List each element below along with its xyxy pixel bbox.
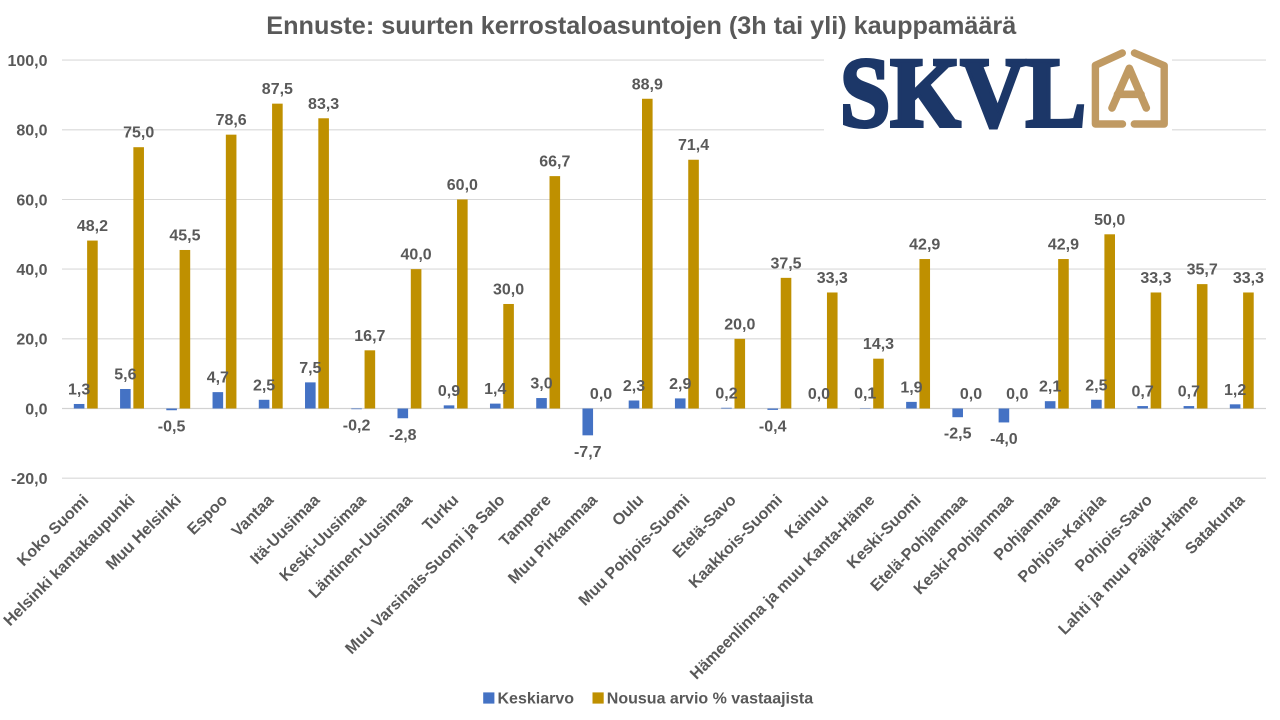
svg-text:48,2: 48,2 [77, 218, 108, 235]
svg-text:20,0: 20,0 [16, 332, 47, 349]
svg-text:1,4: 1,4 [484, 381, 506, 398]
svg-text:1,2: 1,2 [1224, 382, 1246, 399]
svg-text:40,0: 40,0 [401, 247, 432, 264]
svg-text:100,0: 100,0 [7, 53, 47, 70]
svg-text:-0,4: -0,4 [759, 418, 787, 435]
svg-text:4,7: 4,7 [207, 370, 229, 387]
svg-text:0,7: 0,7 [1132, 384, 1154, 401]
svg-text:1,9: 1,9 [900, 379, 922, 396]
svg-text:Ennuste: suurten kerrostaloasu: Ennuste: suurten kerrostaloasuntojen (3h… [266, 12, 1016, 40]
svg-text:0,1: 0,1 [854, 386, 876, 403]
svg-text:16,7: 16,7 [354, 328, 385, 345]
svg-text:88,9: 88,9 [632, 76, 663, 93]
svg-text:0,9: 0,9 [438, 383, 460, 400]
svg-text:1,3: 1,3 [68, 381, 90, 398]
svg-text:87,5: 87,5 [262, 81, 293, 98]
svg-text:3,0: 3,0 [530, 376, 552, 393]
svg-text:2,3: 2,3 [623, 378, 645, 395]
svg-text:2,5: 2,5 [253, 377, 275, 394]
svg-text:-2,5: -2,5 [944, 426, 972, 443]
svg-text:71,4: 71,4 [678, 137, 709, 154]
svg-text:45,5: 45,5 [169, 227, 200, 244]
svg-text:2,1: 2,1 [1039, 379, 1061, 396]
svg-text:-20,0: -20,0 [11, 471, 48, 488]
svg-text:14,3: 14,3 [863, 336, 894, 353]
svg-text:60,0: 60,0 [16, 192, 47, 209]
svg-text:-4,0: -4,0 [990, 431, 1018, 448]
svg-text:37,5: 37,5 [770, 255, 801, 272]
svg-text:Nousua arvio % vastaajista: Nousua arvio % vastaajista [607, 691, 813, 708]
svg-text:0,2: 0,2 [715, 385, 737, 402]
svg-text:50,0: 50,0 [1094, 212, 1125, 229]
svg-text:SKVL: SKVL [840, 37, 1086, 148]
svg-text:40,0: 40,0 [16, 262, 47, 279]
svg-text:0,0: 0,0 [25, 401, 47, 418]
svg-text:42,9: 42,9 [909, 237, 940, 254]
svg-text:2,9: 2,9 [669, 376, 691, 393]
svg-text:75,0: 75,0 [123, 125, 154, 142]
svg-text:78,6: 78,6 [216, 112, 247, 129]
svg-text:0,0: 0,0 [960, 386, 982, 403]
svg-text:60,0: 60,0 [447, 177, 478, 194]
svg-text:35,7: 35,7 [1187, 262, 1218, 279]
svg-text:Keskiarvo: Keskiarvo [498, 691, 575, 708]
svg-text:0,0: 0,0 [1006, 386, 1028, 403]
svg-text:30,0: 30,0 [493, 281, 524, 298]
svg-text:20,0: 20,0 [724, 316, 755, 333]
svg-text:33,3: 33,3 [817, 270, 848, 287]
svg-text:7,5: 7,5 [299, 360, 321, 377]
svg-text:42,9: 42,9 [1048, 237, 1079, 254]
svg-text:2,5: 2,5 [1085, 377, 1107, 394]
svg-text:0,0: 0,0 [590, 386, 612, 403]
svg-text:80,0: 80,0 [16, 123, 47, 140]
svg-text:-7,7: -7,7 [574, 444, 602, 461]
svg-text:-2,8: -2,8 [389, 427, 417, 444]
svg-text:33,3: 33,3 [1233, 270, 1264, 287]
svg-text:-0,2: -0,2 [343, 418, 371, 435]
svg-text:0,0: 0,0 [808, 386, 830, 403]
svg-text:-0,5: -0,5 [158, 419, 186, 436]
svg-text:5,6: 5,6 [114, 366, 136, 383]
svg-text:83,3: 83,3 [308, 96, 339, 113]
svg-text:66,7: 66,7 [539, 154, 570, 171]
svg-text:33,3: 33,3 [1140, 270, 1171, 287]
svg-text:0,7: 0,7 [1178, 384, 1200, 401]
